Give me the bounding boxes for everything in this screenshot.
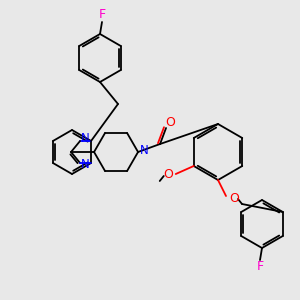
Text: F: F [98,8,106,22]
Text: O: O [229,191,239,205]
Text: O: O [165,116,175,128]
Text: O: O [163,169,173,182]
Text: F: F [256,260,264,274]
Text: N: N [140,145,148,158]
Text: N: N [81,158,89,172]
Text: N: N [81,133,89,146]
